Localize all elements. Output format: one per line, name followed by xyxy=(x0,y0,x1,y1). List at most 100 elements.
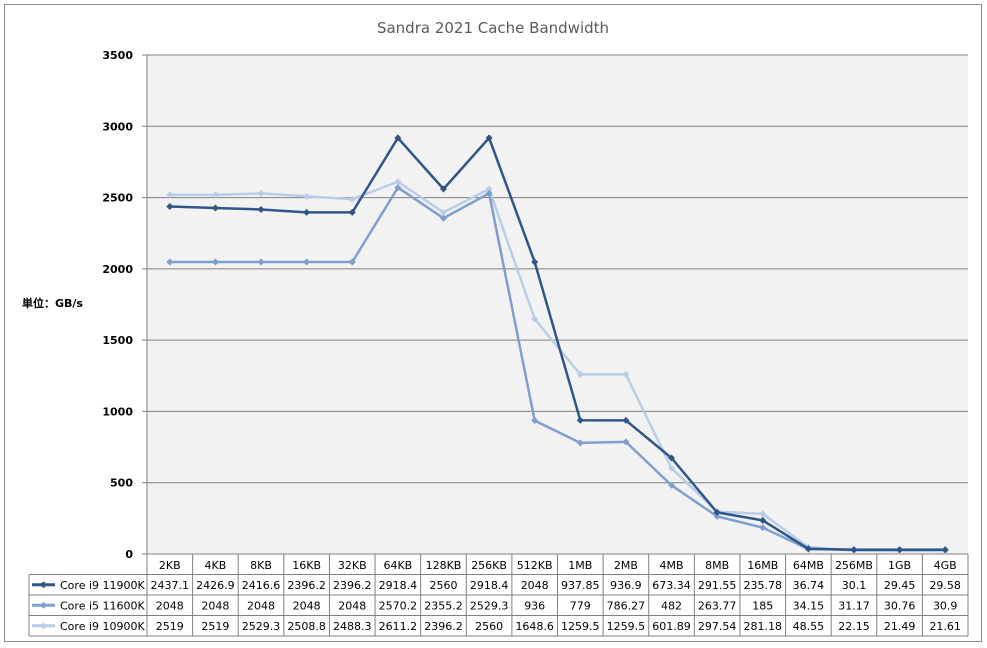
table-cell-value: 2570.2 xyxy=(379,599,418,612)
table-cell-value: 673.34 xyxy=(652,579,691,592)
x-tick-label: 512KB xyxy=(517,559,553,572)
data-point xyxy=(394,134,402,142)
table-cell-value: 2048 xyxy=(201,599,229,612)
data-point xyxy=(257,258,265,266)
table-cell-value: 2560 xyxy=(429,579,457,592)
table-cell-value: 22.15 xyxy=(838,620,870,633)
table-cell-value: 30.76 xyxy=(884,599,916,612)
data-point xyxy=(439,208,447,216)
data-point xyxy=(485,189,493,197)
series-line xyxy=(169,136,946,552)
table-cell-value: 1648.6 xyxy=(515,620,554,633)
legend-key-marker xyxy=(40,581,47,589)
table-cell-value: 937.85 xyxy=(561,579,600,592)
table-cell-value: 48.55 xyxy=(793,620,825,633)
data-point xyxy=(348,208,356,216)
data-point xyxy=(257,205,265,213)
legend-key-marker xyxy=(40,601,47,609)
table-cell-value: 2048 xyxy=(338,599,366,612)
data-point xyxy=(713,512,721,520)
x-tick-label: 64MB xyxy=(793,559,824,572)
table-cell-value: 2519 xyxy=(201,620,229,633)
data-point xyxy=(166,203,174,211)
table-cell-value: 2396.2 xyxy=(287,579,326,592)
x-tick-label: 4GB xyxy=(934,559,957,572)
table-cell-value: 2529.3 xyxy=(242,620,281,633)
chart-title: Sandra 2021 Cache Bandwidth xyxy=(377,19,609,37)
x-tick-label: 4KB xyxy=(205,559,227,572)
table-cell-value: 2611.2 xyxy=(379,620,418,633)
y-tick-label: 2500 xyxy=(102,192,133,205)
table-cell-value: 936 xyxy=(524,599,545,612)
x-tick-label: 16MB xyxy=(747,559,778,572)
table-cell-value: 2416.6 xyxy=(242,579,281,592)
table-cell-value: 2918.4 xyxy=(379,579,418,592)
data-point xyxy=(211,204,219,212)
data-point xyxy=(348,195,356,203)
data-point xyxy=(166,258,174,266)
data-point xyxy=(166,191,174,199)
table-cell-value: 2519 xyxy=(156,620,184,633)
data-point xyxy=(759,524,767,532)
data-point xyxy=(531,315,539,323)
data-point xyxy=(668,481,676,489)
y-axis-label: 単位：GB/s xyxy=(22,296,83,310)
data-point xyxy=(348,258,356,266)
table-cell-value: 2048 xyxy=(247,599,275,612)
data-point xyxy=(394,178,402,186)
table-cell-value: 36.74 xyxy=(793,579,825,592)
table-cell-value: 1259.5 xyxy=(607,620,646,633)
table-cell-value: 2048 xyxy=(293,599,321,612)
table-cell-value: 34.15 xyxy=(793,599,825,612)
data-point xyxy=(531,417,539,425)
table-cell-value: 2918.4 xyxy=(470,579,509,592)
data-point xyxy=(759,516,767,524)
data-point xyxy=(622,370,630,378)
legend-series-name: Core i5 11600K xyxy=(60,599,145,612)
table-cell-value: 2396.2 xyxy=(333,579,372,592)
data-point xyxy=(485,134,493,142)
x-tick-label: 4MB xyxy=(660,559,684,572)
legend-series-name: Core i9 11900K xyxy=(60,579,145,592)
table-cell-value: 2048 xyxy=(156,599,184,612)
data-point xyxy=(759,510,767,518)
data-point xyxy=(622,416,630,424)
data-point xyxy=(941,546,949,554)
data-point xyxy=(303,208,311,216)
data-point xyxy=(713,508,721,516)
plot-area xyxy=(147,55,968,554)
table-cell-value: 482 xyxy=(661,599,682,612)
x-tick-label: 32KB xyxy=(338,559,367,572)
table-cell-value: 235.78 xyxy=(744,579,783,592)
table-cell-value: 601.89 xyxy=(652,620,691,633)
x-tick-label: 256KB xyxy=(471,559,507,572)
data-point xyxy=(896,546,904,554)
data-point xyxy=(850,546,858,554)
y-tick-label: 3500 xyxy=(102,49,133,62)
data-point xyxy=(622,438,630,446)
table-cell-value: 1259.5 xyxy=(561,620,600,633)
data-point xyxy=(668,454,676,462)
table-cell-value: 297.54 xyxy=(698,620,737,633)
table-cell-value: 263.77 xyxy=(698,599,737,612)
data-point xyxy=(804,545,812,553)
y-tick-label: 1500 xyxy=(102,334,133,347)
table-cell-value: 2488.3 xyxy=(333,620,372,633)
data-point xyxy=(211,191,219,199)
table-cell-value: 2508.8 xyxy=(287,620,326,633)
x-tick-label: 8KB xyxy=(250,559,272,572)
data-point xyxy=(576,416,584,424)
data-point xyxy=(576,439,584,447)
table-cell-value: 2529.3 xyxy=(470,599,509,612)
legend-series-name: Core i9 10900K xyxy=(60,620,145,633)
data-point xyxy=(394,184,402,192)
table-cell-value: 30.9 xyxy=(933,599,958,612)
table-cell-value: 2437.1 xyxy=(151,579,190,592)
x-tick-label: 2KB xyxy=(159,559,181,572)
table-cell-value: 29.45 xyxy=(884,579,916,592)
table-cell-value: 2560 xyxy=(475,620,503,633)
table-cell-value: 2048 xyxy=(521,579,549,592)
table-cell-value: 786.27 xyxy=(607,599,646,612)
table-cell-value: 185 xyxy=(752,599,773,612)
